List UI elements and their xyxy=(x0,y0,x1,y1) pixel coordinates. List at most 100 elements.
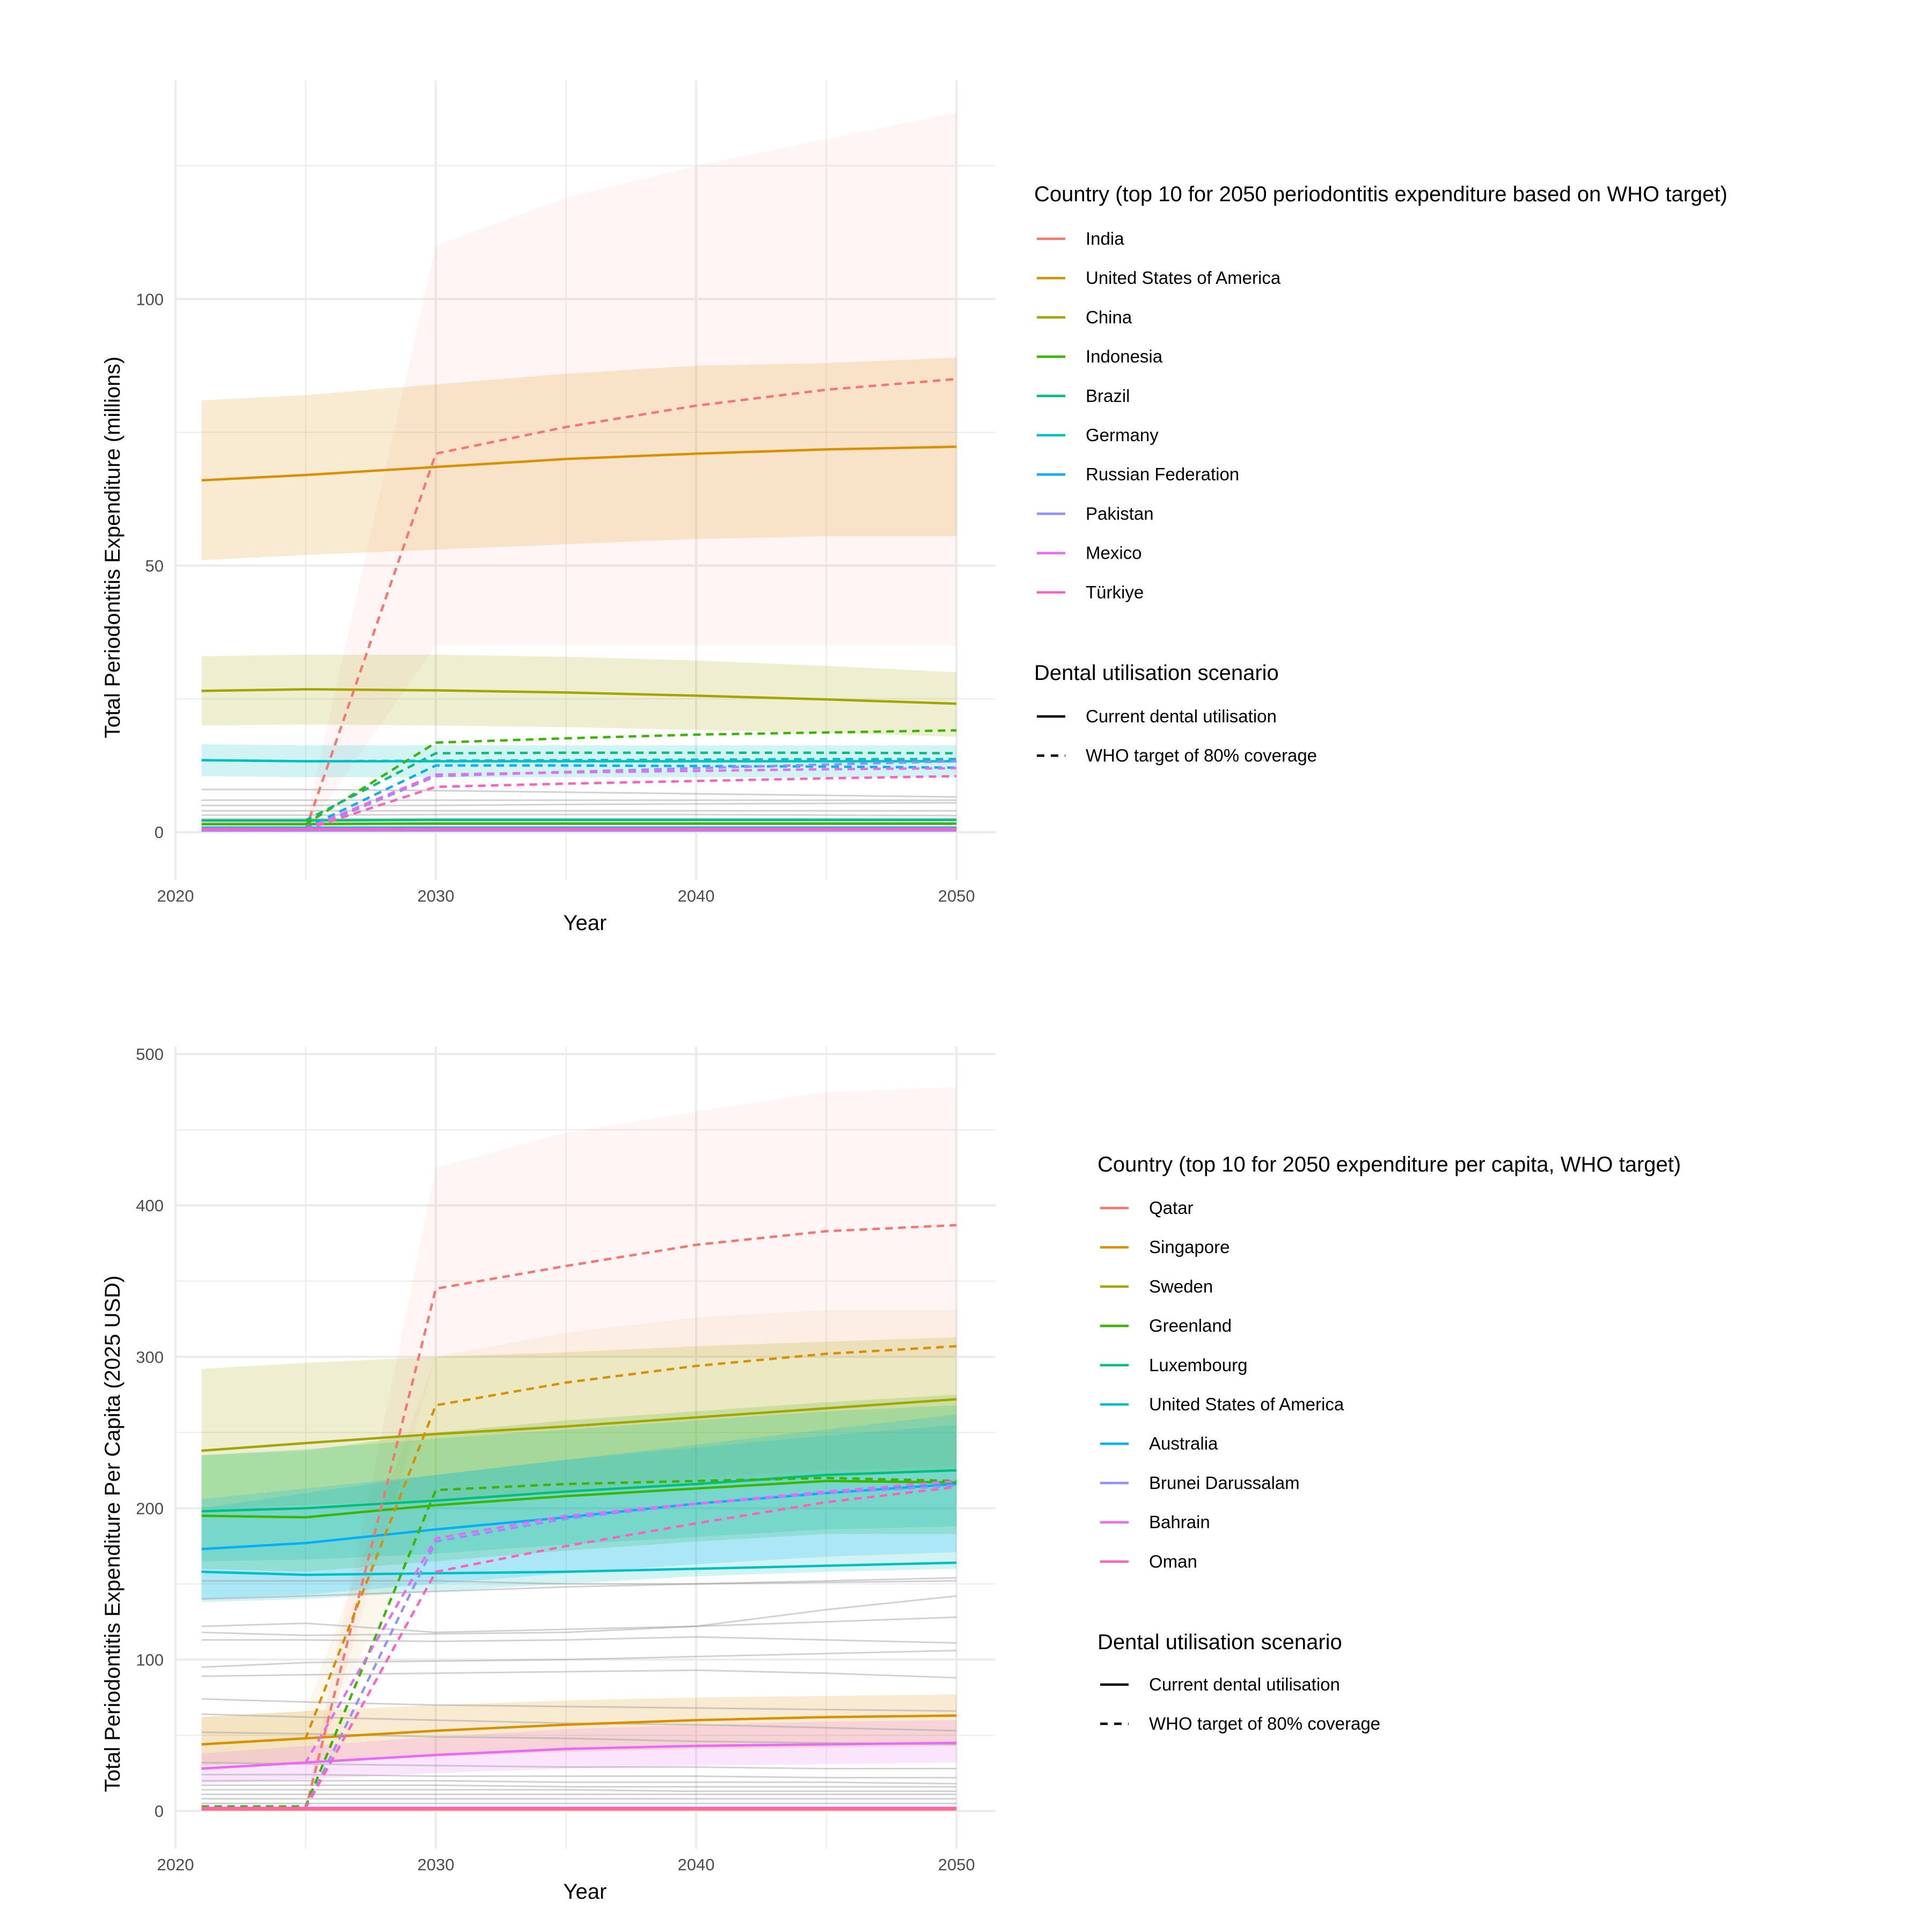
country-legend: Country (top 10 for 2050 expenditure per… xyxy=(1097,1153,1681,1571)
background-country-line xyxy=(201,1577,957,1600)
who-target-line-singapore xyxy=(201,1345,957,1746)
legend-item-india: India xyxy=(1037,229,1124,248)
legend-label: United States of America xyxy=(1149,1394,1344,1414)
legend-label: Luxembourg xyxy=(1149,1355,1247,1375)
y-tick-label: 300 xyxy=(136,1348,164,1366)
legend-label: Brazil xyxy=(1086,386,1130,406)
legend-label: Qatar xyxy=(1149,1198,1194,1218)
background-country-line xyxy=(201,814,957,817)
who-target-line-oman xyxy=(201,1485,957,1810)
current-line-united-states-of-america xyxy=(201,1561,957,1576)
background-country-line xyxy=(201,802,957,807)
tick-label-layer: 0 50 100 2020 2030 2040 2050 xyxy=(136,290,975,905)
background-country-line xyxy=(201,1669,957,1679)
country-legend: Country (top 10 for 2050 periodontitis e… xyxy=(1034,182,1728,602)
y-tick-label: 50 xyxy=(145,557,164,575)
legend-label: Sweden xyxy=(1149,1276,1213,1296)
legend-item-united-states-of-america: United States of America xyxy=(1037,268,1281,288)
legend-label: WHO target of 80% coverage xyxy=(1149,1714,1380,1733)
who-band-india xyxy=(201,112,957,832)
country-legend-title: Country (top 10 for 2050 expenditure per… xyxy=(1097,1153,1681,1176)
y-tick-label: 400 xyxy=(136,1196,164,1215)
who-target-line-qatar xyxy=(201,1224,957,1811)
legend-item-brazil: Brazil xyxy=(1037,386,1130,406)
legend-item-qatar: Qatar xyxy=(1100,1198,1194,1218)
who-target-line-bahrain xyxy=(201,1480,957,1770)
y-tick-label: 100 xyxy=(136,290,164,309)
legend-label: Greenland xyxy=(1149,1316,1232,1336)
y-axis-title: Total Periodontitis Expenditure Per Capi… xyxy=(101,1276,125,1792)
background-country-line xyxy=(201,1636,957,1644)
legend-label: China xyxy=(1086,307,1132,327)
legend-label: Bahrain xyxy=(1149,1512,1210,1532)
legend-item-oman: Oman xyxy=(1100,1552,1197,1571)
legend-label: Brunei Darussalam xyxy=(1149,1473,1300,1492)
legend-item-who-target-of-80-coverage: WHO target of 80% coverage xyxy=(1037,745,1317,765)
legend-item-sweden: Sweden xyxy=(1100,1276,1213,1296)
background-country-line xyxy=(201,1780,957,1785)
band-layer xyxy=(201,1087,957,1811)
band-layer xyxy=(201,112,957,832)
scenario-legend: Dental utilisation scenario Current dent… xyxy=(1097,1630,1380,1733)
legend-label: Oman xyxy=(1149,1552,1197,1571)
legend-item-who-target-of-80-coverage: WHO target of 80% coverage xyxy=(1100,1714,1380,1733)
scenario-legend-title: Dental utilisation scenario xyxy=(1034,661,1279,685)
current-band-australia xyxy=(201,1414,957,1599)
current-band-singapore xyxy=(201,1694,957,1766)
current-band-china xyxy=(201,654,957,737)
legend-label: Current dental utilisation xyxy=(1149,1674,1340,1694)
legend-item-united-states-of-america: United States of America xyxy=(1100,1394,1344,1414)
current-band-greenland xyxy=(201,1394,957,1572)
legend-item-russian-federation: Russian Federation xyxy=(1037,464,1239,484)
legend-label: Russian Federation xyxy=(1086,464,1239,484)
legend-item-germany: Germany xyxy=(1037,425,1159,445)
legend-item-china: China xyxy=(1037,307,1132,327)
background-country-line xyxy=(201,1580,957,1585)
legend-item-current-dental-utilisation: Current dental utilisation xyxy=(1037,706,1277,726)
background-country-line xyxy=(201,1616,957,1634)
legend-item-mexico: Mexico xyxy=(1037,543,1142,563)
country-legend-title: Country (top 10 for 2050 periodontitis e… xyxy=(1034,182,1728,206)
y-tick-label: 500 xyxy=(136,1045,164,1064)
legend-label: Türkiye xyxy=(1086,582,1144,602)
x-axis-title: Year xyxy=(564,1880,607,1904)
legend-label: Current dental utilisation xyxy=(1086,706,1277,726)
grid-layer xyxy=(174,80,996,880)
legend-label: India xyxy=(1086,229,1124,248)
who-target-line-germany xyxy=(201,758,957,763)
who-target-line-indonesia xyxy=(201,729,957,825)
legend-label: Singapore xyxy=(1149,1237,1230,1257)
legend-item-greenland: Greenland xyxy=(1100,1316,1232,1336)
x-tick-label: 2050 xyxy=(938,887,975,905)
x-tick-label: 2020 xyxy=(157,887,194,905)
total-expenditure-chart: 0 50 100 2020 2030 2040 2050 Year Total Period… xyxy=(101,80,1728,935)
current-band-sweden xyxy=(201,1337,957,1509)
y-tick-label: 0 xyxy=(155,1802,164,1820)
background-country-line xyxy=(201,1774,957,1779)
x-tick-label: 2030 xyxy=(418,1855,455,1874)
background-line-layer xyxy=(201,1577,957,1804)
who-target-line-brazil xyxy=(201,751,957,822)
current-line-luxembourg xyxy=(201,1469,957,1513)
current-line-greenland xyxy=(201,1480,957,1519)
background-country-line xyxy=(201,1731,957,1745)
background-country-line xyxy=(201,1761,957,1769)
x-tick-label: 2040 xyxy=(678,1855,715,1874)
legend-label: WHO target of 80% coverage xyxy=(1086,745,1317,765)
legend-label: Australia xyxy=(1149,1433,1218,1453)
tick-label-layer: 0 100 200 300 400 500 2020 2030 2040 2050 xyxy=(136,1045,975,1874)
background-country-line xyxy=(201,1713,957,1732)
legend-label: Germany xyxy=(1086,425,1159,445)
y-tick-label: 200 xyxy=(136,1499,164,1518)
legend-label: Pakistan xyxy=(1086,503,1154,523)
legend-item-pakistan: Pakistan xyxy=(1037,503,1154,523)
background-country-line xyxy=(201,788,957,798)
current-line-sweden xyxy=(201,1397,957,1452)
x-tick-label: 2030 xyxy=(418,887,455,905)
who-band-qatar xyxy=(201,1087,957,1811)
scenario-legend-title: Dental utilisation scenario xyxy=(1097,1630,1342,1654)
legend-label: Indonesia xyxy=(1086,347,1163,367)
y-tick-label: 100 xyxy=(136,1650,164,1669)
legend-item-indonesia: Indonesia xyxy=(1037,347,1163,367)
current-band-bahrain xyxy=(201,1720,957,1784)
